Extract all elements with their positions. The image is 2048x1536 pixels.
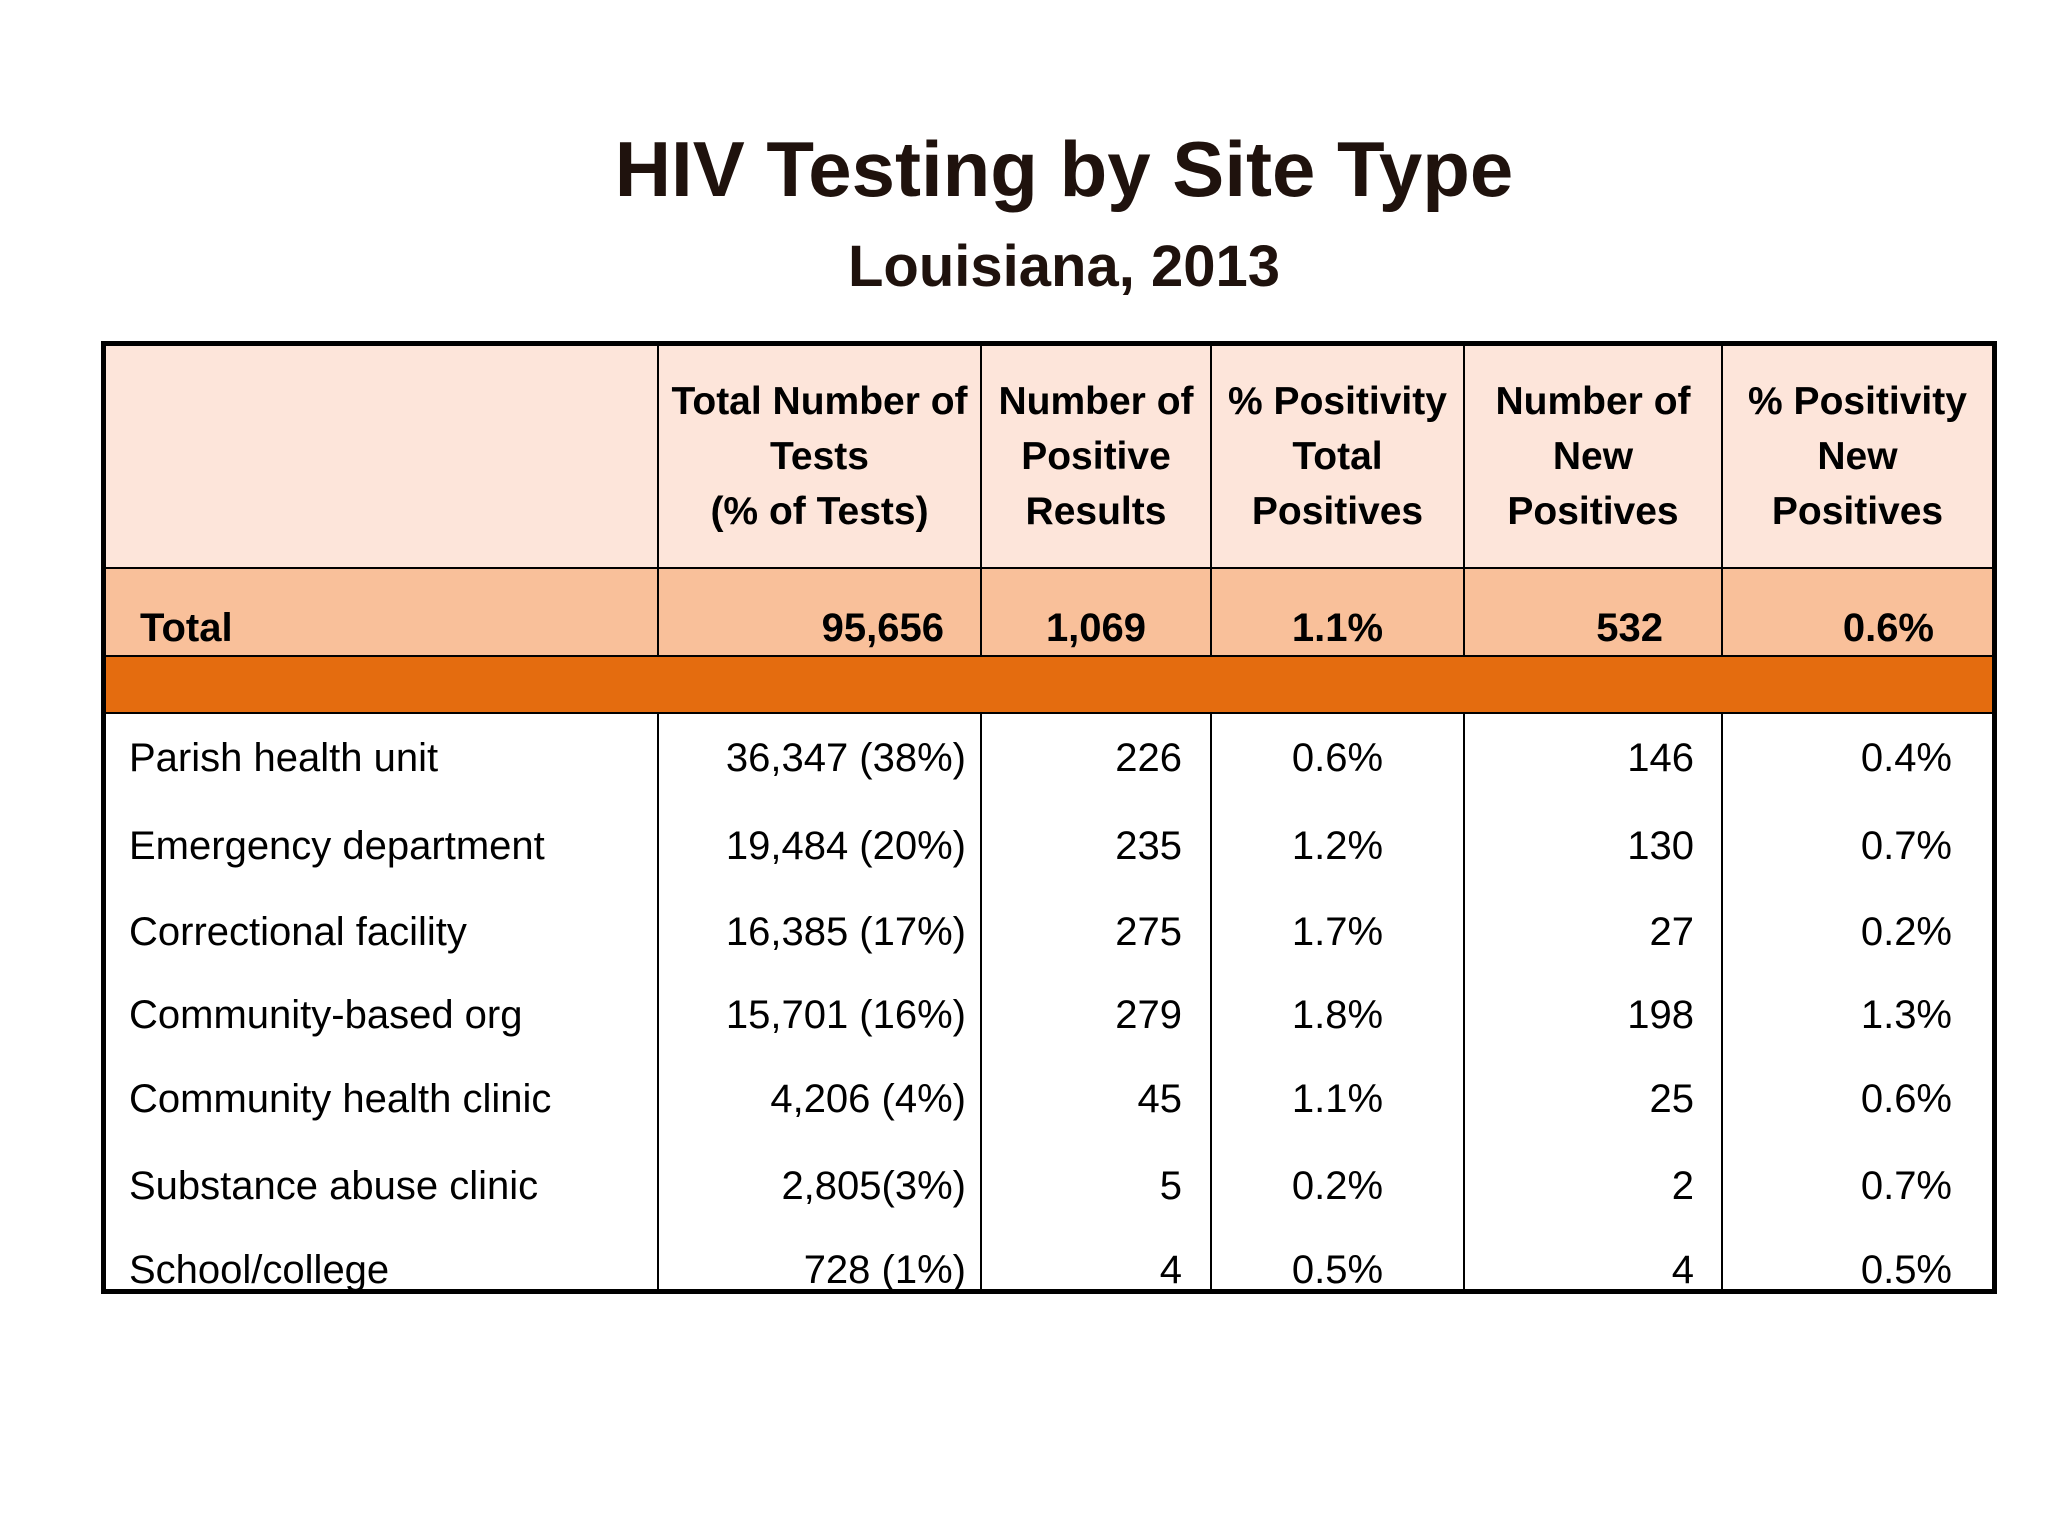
header-positive-results: Number of Positive Results bbox=[980, 346, 1211, 569]
pct-positivity-total-value: 0.5% bbox=[1210, 1229, 1464, 1289]
total-new-positives: 532 bbox=[1463, 568, 1722, 657]
table-row: Community-based org 15,701 (16%) 279 1.8… bbox=[106, 975, 1992, 1055]
site-name: Community-based org bbox=[129, 992, 523, 1037]
table-row: Community health clinic 4,206 (4%) 45 1.… bbox=[106, 1055, 1992, 1143]
separator-band-cell bbox=[106, 656, 1992, 714]
table-row: School/college 728 (1%) 4 0.5% 4 0.5% bbox=[106, 1229, 1992, 1292]
total-pct-positivity-new: 0.6% bbox=[1721, 568, 1992, 657]
slide-subtitle: Louisiana, 2013 bbox=[848, 234, 1280, 299]
table-row: Parish health unit 36,347 (38%) 226 0.6%… bbox=[106, 713, 1992, 803]
pct-positivity-total-value: 1.8% bbox=[1210, 975, 1464, 1055]
positive-results-value: 45 bbox=[980, 1055, 1211, 1143]
pct-positivity-total-value: 1.2% bbox=[1210, 803, 1464, 889]
new-positives-value: 130 bbox=[1463, 803, 1722, 889]
new-positives-value: 4 bbox=[1463, 1229, 1722, 1289]
pct-positivity-new-value: 0.4% bbox=[1721, 713, 1992, 803]
separator-band bbox=[106, 656, 1992, 714]
site-name: Emergency department bbox=[129, 823, 545, 868]
table-header-row: Total Number of Tests (% of Tests) Numbe… bbox=[106, 346, 1992, 569]
tests-value: 4,206 (4%) bbox=[657, 1055, 981, 1143]
site-name: Substance abuse clinic bbox=[129, 1163, 539, 1208]
positive-results-value: 5 bbox=[980, 1143, 1211, 1229]
table-row: Substance abuse clinic 2,805(3%) 5 0.2% … bbox=[106, 1143, 1992, 1229]
new-positives-value: 198 bbox=[1463, 975, 1722, 1055]
total-label: Total bbox=[106, 568, 658, 657]
tests-value: 728 (1%) bbox=[657, 1229, 981, 1289]
pct-positivity-total-value: 1.1% bbox=[1210, 1055, 1464, 1143]
positive-results-value: 235 bbox=[980, 803, 1211, 889]
pct-positivity-total-value: 1.7% bbox=[1210, 889, 1464, 975]
pct-positivity-new-value: 0.6% bbox=[1721, 1055, 1992, 1143]
header-new-positives: Number of New Positives bbox=[1463, 346, 1722, 569]
header-pct-positivity-new: % Positivity New Positives bbox=[1721, 346, 1992, 569]
total-tests: 95,656 bbox=[657, 568, 981, 657]
pct-positivity-new-value: 1.3% bbox=[1721, 975, 1992, 1055]
new-positives-value: 27 bbox=[1463, 889, 1722, 975]
positive-results-value: 4 bbox=[980, 1229, 1211, 1289]
header-site-type bbox=[106, 346, 658, 569]
new-positives-value: 146 bbox=[1463, 713, 1722, 803]
pct-positivity-new-value: 0.7% bbox=[1721, 1143, 1992, 1229]
tests-value: 15,701 (16%) bbox=[657, 975, 981, 1055]
testing-table-frame: Total Number of Tests (% of Tests) Numbe… bbox=[101, 341, 1997, 1294]
total-row: Total 95,656 1,069 1.1% 532 0.6% bbox=[106, 568, 1992, 657]
pct-positivity-total-value: 0.2% bbox=[1210, 1143, 1464, 1229]
header-pct-positivity-total: % Positivity Total Positives bbox=[1210, 346, 1464, 569]
tests-value: 19,484 (20%) bbox=[657, 803, 981, 889]
site-name: Parish health unit bbox=[129, 736, 439, 780]
slide-title: HIV Testing by Site Type bbox=[614, 125, 1514, 213]
table-row: Emergency department 19,484 (20%) 235 1.… bbox=[106, 803, 1992, 889]
table-row: Correctional facility 16,385 (17%) 275 1… bbox=[106, 889, 1992, 975]
new-positives-value: 25 bbox=[1463, 1055, 1722, 1143]
pct-positivity-new-value: 0.5% bbox=[1721, 1229, 1992, 1289]
positive-results-value: 279 bbox=[980, 975, 1211, 1055]
total-positive-results: 1,069 bbox=[980, 568, 1211, 657]
site-name: Community health clinic bbox=[129, 1076, 552, 1121]
site-name: School/college bbox=[129, 1248, 390, 1292]
pct-positivity-new-value: 0.7% bbox=[1721, 803, 1992, 889]
pct-positivity-new-value: 0.2% bbox=[1721, 889, 1992, 975]
positive-results-value: 226 bbox=[980, 713, 1211, 803]
tests-value: 16,385 (17%) bbox=[657, 889, 981, 975]
testing-by-site-table: Total Number of Tests (% of Tests) Numbe… bbox=[106, 346, 1992, 1292]
new-positives-value: 2 bbox=[1463, 1143, 1722, 1229]
site-name: Correctional facility bbox=[129, 909, 467, 954]
total-pct-positivity-total: 1.1% bbox=[1210, 568, 1464, 657]
pct-positivity-total-value: 0.6% bbox=[1210, 713, 1464, 803]
tests-value: 36,347 (38%) bbox=[657, 713, 981, 803]
positive-results-value: 275 bbox=[980, 889, 1211, 975]
header-total-tests: Total Number of Tests (% of Tests) bbox=[657, 346, 981, 569]
tests-value: 2,805(3%) bbox=[657, 1143, 981, 1229]
